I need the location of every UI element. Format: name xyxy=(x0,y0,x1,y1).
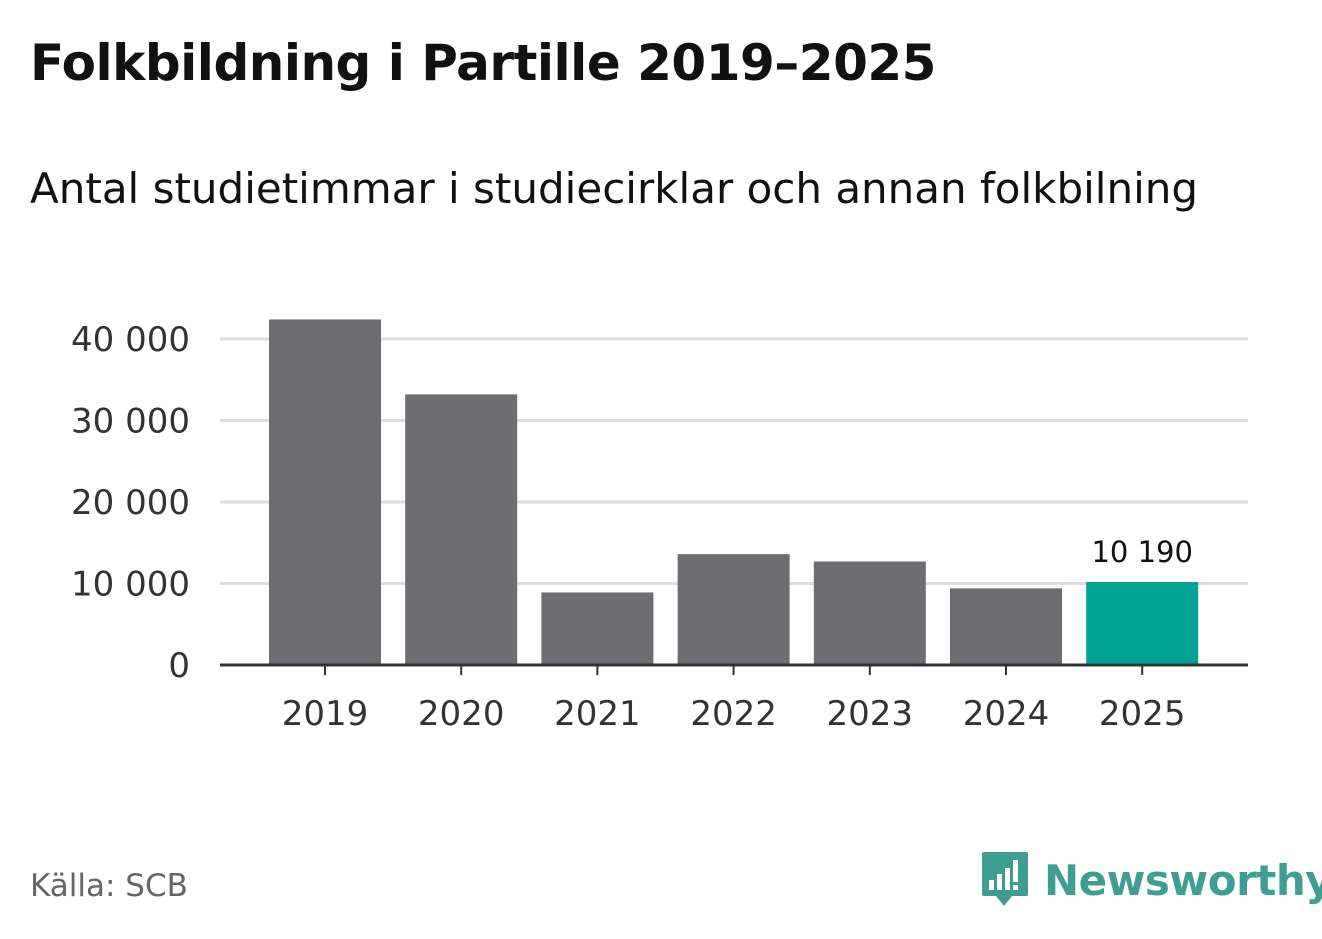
x-tick-label: 2023 xyxy=(827,694,914,734)
x-tick-label: 2024 xyxy=(963,694,1050,734)
x-tick-label: 2025 xyxy=(1099,694,1186,734)
brand-logo: Newsworthy xyxy=(980,850,1322,910)
x-tick-label: 2021 xyxy=(554,694,641,734)
bar xyxy=(1086,581,1199,665)
brand-name: Newsworthy xyxy=(1044,855,1322,905)
x-tick-label: 2019 xyxy=(282,694,369,734)
y-tick-label: 20 000 xyxy=(71,483,190,523)
bar-chart-speech-bubble-icon xyxy=(982,852,1028,906)
x-tick-label: 2020 xyxy=(418,694,505,734)
bar xyxy=(813,561,926,665)
bar xyxy=(950,588,1062,665)
chart-subtitle: Antal studietimmar i studiecirklar och a… xyxy=(30,164,1199,213)
source-note: Källa: SCB xyxy=(30,868,188,904)
x-tick-label: 2022 xyxy=(690,694,777,734)
y-tick-label: 0 xyxy=(168,646,190,686)
bar xyxy=(405,394,518,665)
bar xyxy=(541,592,654,665)
data-label: 10 190 xyxy=(1091,535,1192,569)
chart-title: Folkbildning i Partille 2019–2025 xyxy=(30,34,936,92)
y-tick-label: 30 000 xyxy=(71,402,190,442)
y-tick-label: 40 000 xyxy=(71,320,190,360)
bar xyxy=(269,319,381,665)
bar xyxy=(677,554,790,665)
y-tick-label: 10 000 xyxy=(71,565,190,605)
